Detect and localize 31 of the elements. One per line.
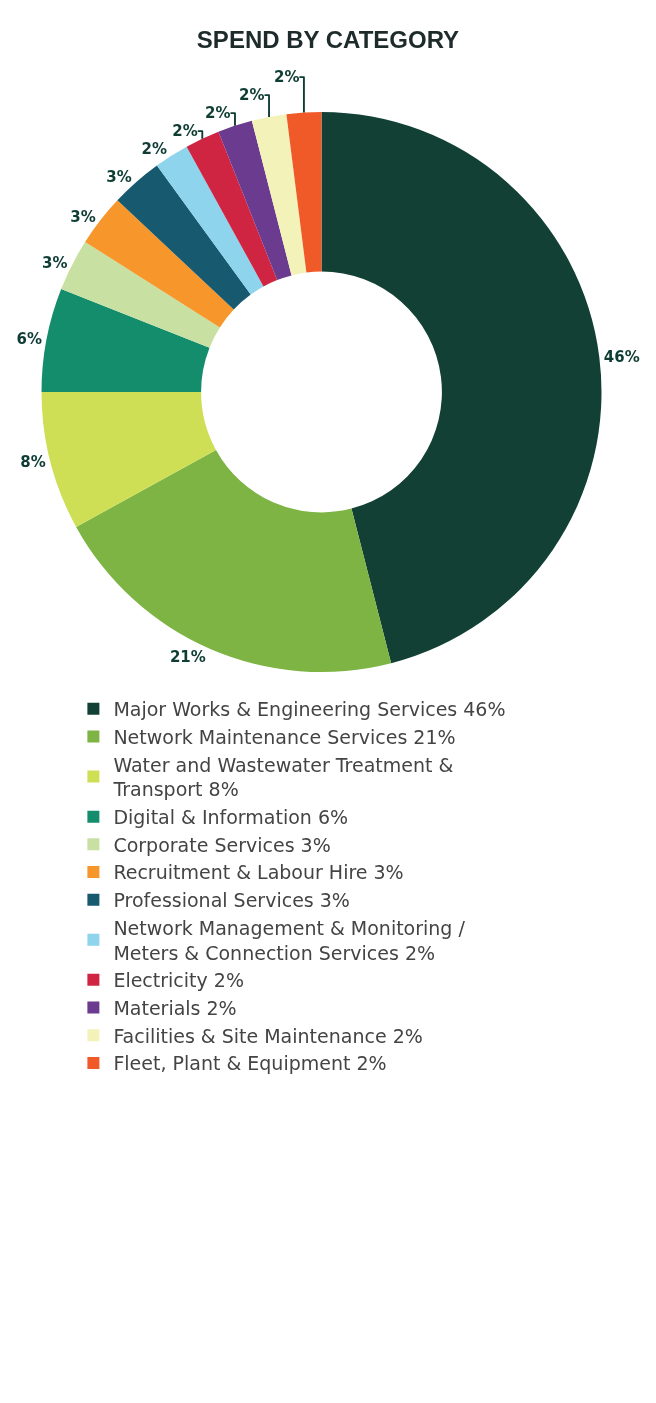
legend-label: Corporate Services 3%: [113, 833, 331, 856]
legend-label: Major Works & Engineering Services 46%: [113, 698, 506, 721]
legend-label: Recruitment & Labour Hire 3%: [113, 861, 404, 884]
donut-slice: [251, 114, 307, 276]
donut-slice: [218, 120, 292, 281]
donut-slice: [41, 288, 210, 392]
chart-title: SPEND BY CATEGORY: [196, 26, 460, 54]
data-label: 2%: [273, 68, 300, 87]
data-label: 2%: [141, 140, 167, 159]
legend-label: Digital & Information 6%: [113, 806, 349, 829]
legend-label: Materials 2%: [113, 996, 237, 1019]
data-label: 21%: [169, 647, 206, 666]
data-label: 2%: [239, 86, 265, 105]
data-label: 3%: [106, 167, 132, 186]
legend-label: Facilities & Site Maintenance 2%: [113, 1024, 423, 1047]
data-label: 3%: [42, 254, 68, 273]
legend-label: Fleet, Plant & Equipment 2%: [113, 1052, 387, 1075]
legend-label: Professional Services 3%: [113, 889, 350, 912]
data-label: 2%: [205, 104, 231, 123]
donut-slice: [76, 450, 392, 672]
legend-label: Network Maintenance Services 21%: [113, 725, 456, 748]
legend-label: Network Management & Monitoring / Meters & Connection Services 2%: [113, 916, 466, 964]
legend-label: Water and Wastewater Treatment & Transport 8%: [112, 753, 454, 801]
data-label: 6%: [16, 330, 42, 349]
donut-slice: [286, 112, 322, 273]
donut-slice: [321, 112, 601, 664]
data-label: 8%: [20, 453, 46, 472]
legend-label: Electricity 2%: [113, 969, 244, 992]
data-label: 2%: [172, 122, 198, 141]
data-label: 46%: [603, 347, 640, 366]
data-label: 3%: [70, 208, 96, 227]
